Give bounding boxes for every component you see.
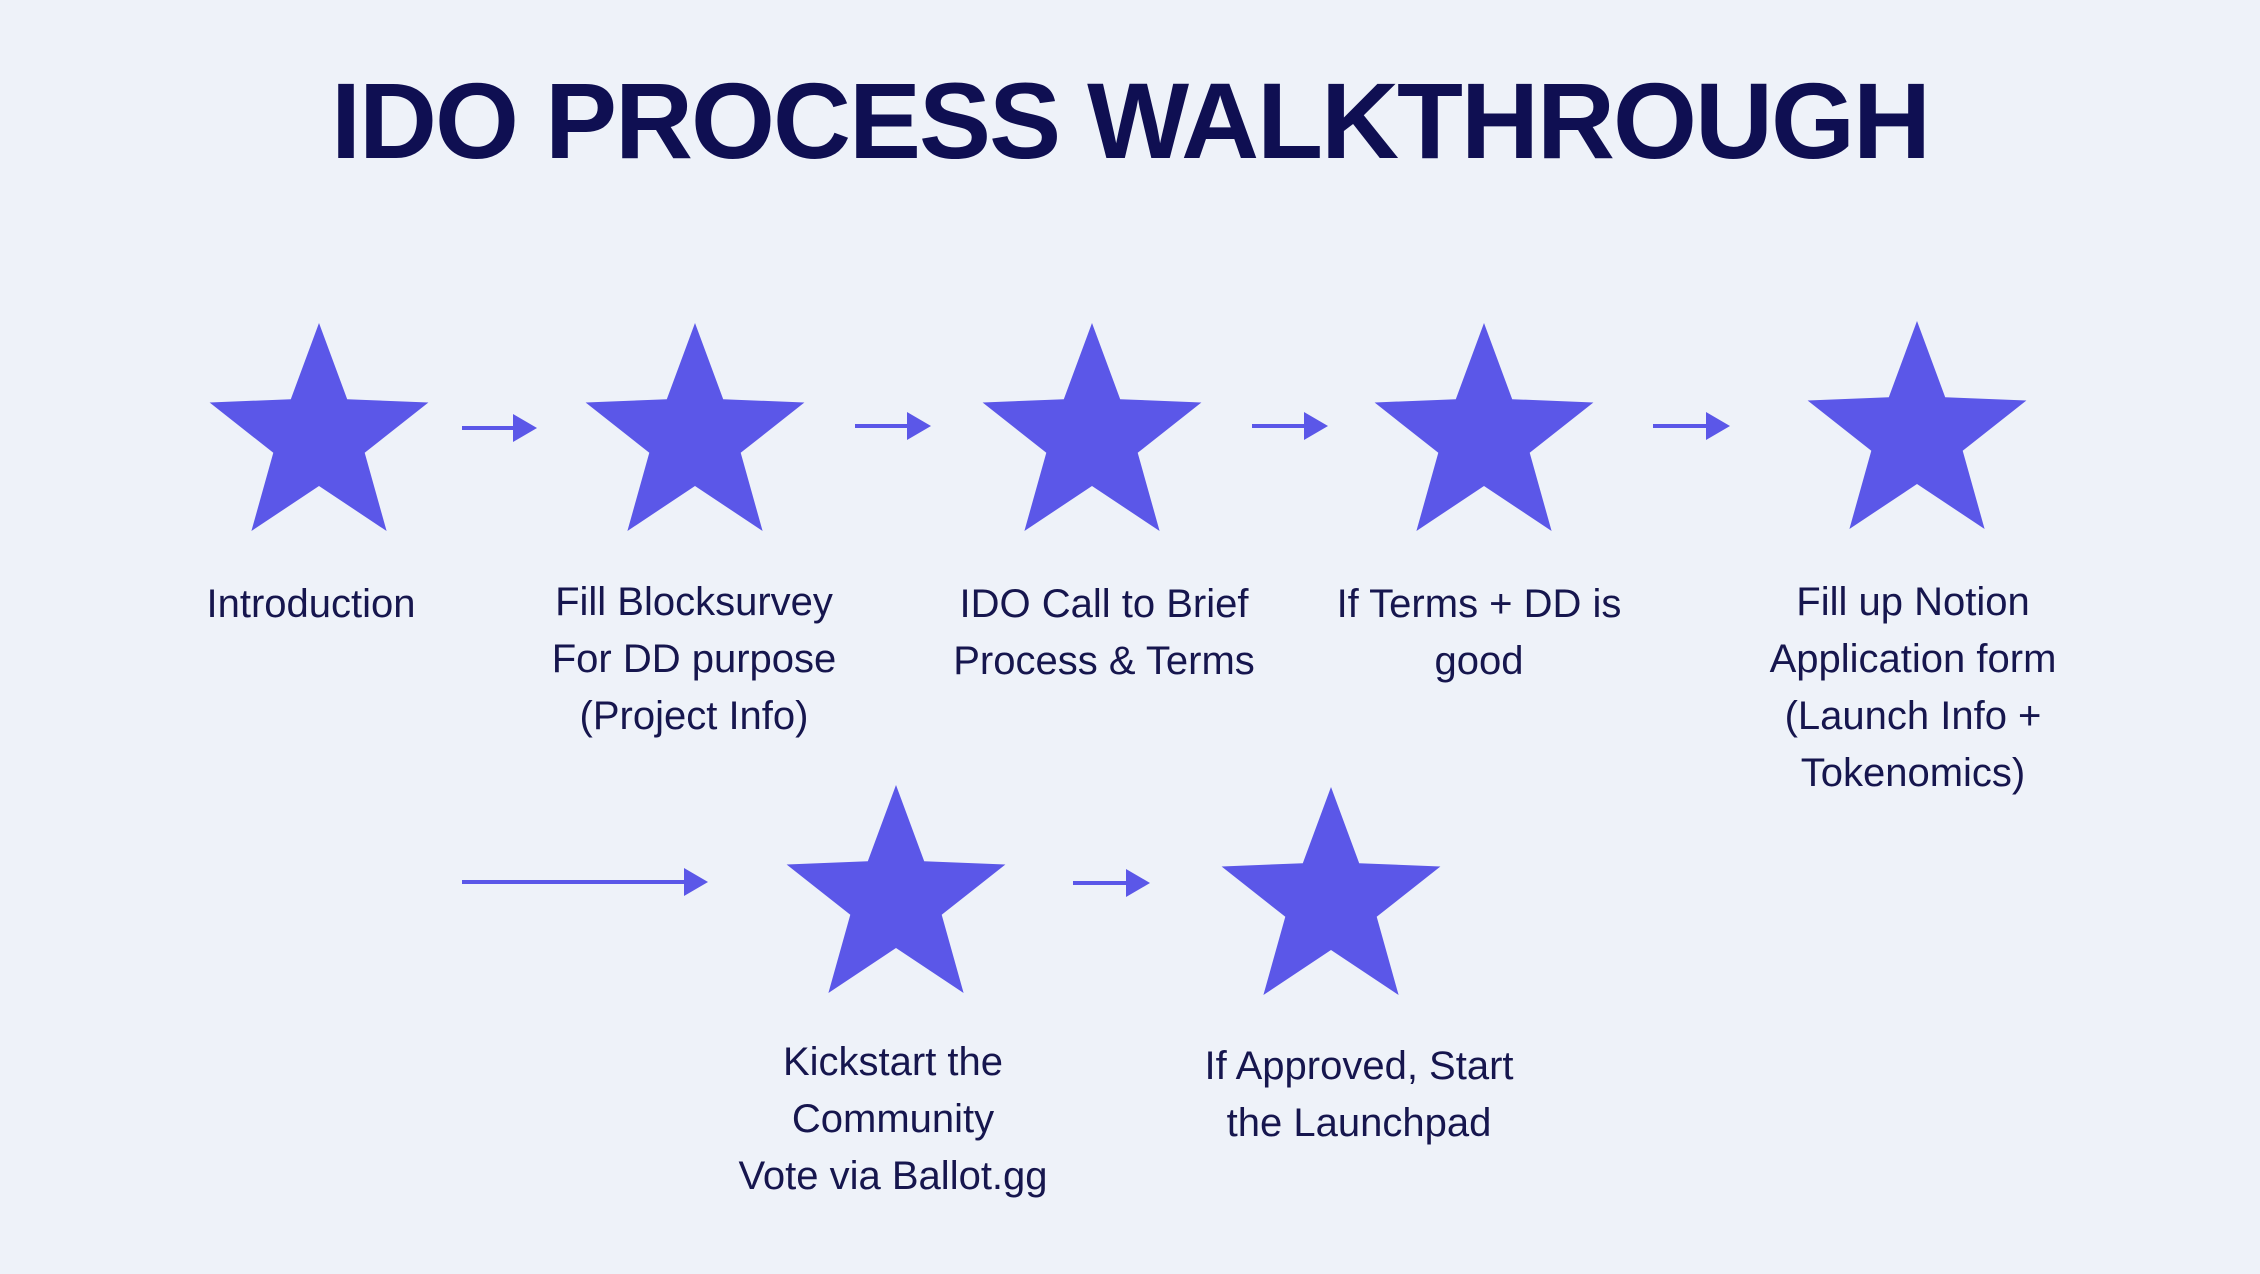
step-label-notion-form: Fill up Notion Application form (Launch …	[1769, 580, 2057, 795]
step-label-fill-blocksurvey: Fill Blocksurvey For DD purpose (Project…	[551, 580, 837, 738]
arrow-connector	[1252, 412, 1328, 440]
arrow-connector	[1653, 412, 1730, 440]
star-icon	[1807, 321, 2027, 529]
arrow-connector	[855, 412, 931, 440]
page-title: IDO PROCESS WALKTHROUGH	[330, 60, 1931, 181]
step-label-launchpad: If Approved, Start the Launchpad	[1204, 1044, 1514, 1145]
star-icon	[585, 323, 805, 531]
star-icon	[209, 323, 429, 531]
step-label-ido-call: IDO Call to Brief Process & Terms	[953, 582, 1255, 683]
star-icon	[982, 323, 1202, 531]
star-icon	[786, 785, 1006, 993]
arrow-connector	[462, 414, 537, 442]
step-label-terms-dd-good: If Terms + DD is good	[1336, 582, 1622, 683]
arrow-connector	[1073, 869, 1150, 897]
star-icon	[1374, 323, 1594, 531]
step-label-introduction: Introduction	[206, 582, 416, 626]
arrow-connector	[462, 868, 708, 896]
star-icon	[1221, 787, 1441, 995]
step-label-community-vote: Kickstart the Community Vote via Ballot.…	[738, 1040, 1048, 1198]
